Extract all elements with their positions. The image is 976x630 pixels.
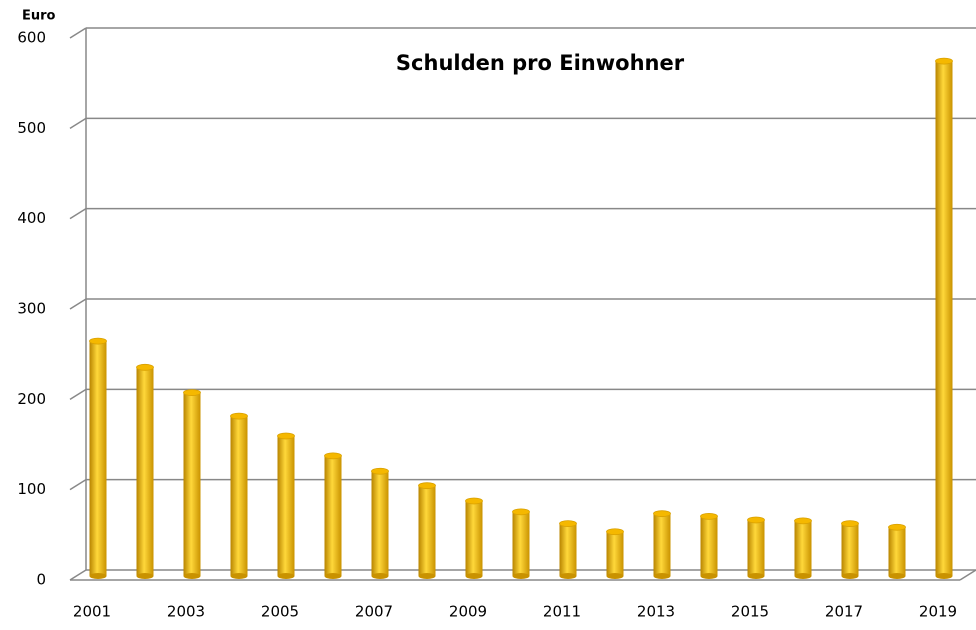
x-tick-label: 2003: [167, 603, 205, 621]
x-tick-label: 2015: [731, 603, 769, 621]
bar-base: [371, 573, 389, 579]
y-tick-label: 300: [17, 300, 46, 318]
bar-top: [700, 512, 718, 520]
bar-top: [559, 520, 577, 528]
bar-base: [230, 573, 248, 579]
grid-tick: [69, 388, 87, 400]
y-tick-label: 600: [17, 29, 46, 47]
y-tick-label: 0: [36, 571, 46, 589]
bar-top: [747, 516, 765, 524]
bar-base: [747, 573, 765, 579]
y-tick-label: 200: [17, 390, 46, 408]
x-tick-label: 2001: [73, 603, 111, 621]
x-tick-label: 2005: [261, 603, 299, 621]
bar: [512, 511, 530, 576]
bar-base: [277, 573, 295, 579]
x-tick-label: 2019: [919, 603, 957, 621]
bar-top: [371, 467, 389, 475]
bar: [465, 501, 483, 576]
bar-top: [230, 412, 248, 420]
bar-base: [935, 573, 953, 579]
bar-top: [418, 482, 436, 490]
bar-base: [700, 573, 718, 579]
bar-top: [653, 510, 671, 518]
bar-base: [888, 573, 906, 579]
grid-tick: [69, 298, 87, 310]
bar-top: [512, 508, 530, 516]
x-tick-label: 2009: [449, 603, 487, 621]
bar: [230, 416, 248, 576]
bar-base: [841, 573, 859, 579]
bar: [277, 435, 295, 576]
x-tick-label: 2011: [543, 603, 581, 621]
bar: [700, 516, 718, 576]
bar: [371, 471, 389, 576]
bar: [559, 523, 577, 576]
y-tick-label: 100: [17, 480, 46, 498]
bar: [324, 455, 342, 576]
grid-tick: [69, 208, 87, 220]
bar: [606, 531, 624, 576]
x-tick-label: 2017: [825, 603, 863, 621]
x-tick-label: 2013: [637, 603, 675, 621]
bar: [841, 523, 859, 576]
bar-base: [794, 573, 812, 579]
bar: [183, 392, 201, 576]
bar-top: [89, 337, 107, 345]
bar-top: [465, 497, 483, 505]
y-axis-label: Euro: [22, 9, 56, 24]
x-tick-label: 2007: [355, 603, 393, 621]
bar-top: [935, 57, 953, 65]
bar-base: [136, 573, 154, 579]
grid-tick: [69, 27, 87, 39]
bar-top: [841, 520, 859, 528]
bar: [653, 513, 671, 576]
bar-top: [277, 432, 295, 440]
bar: [747, 519, 765, 576]
bar: [794, 520, 812, 576]
bar-base: [183, 573, 201, 579]
bar-base: [606, 573, 624, 579]
bar-top: [183, 389, 201, 397]
bar-base: [89, 573, 107, 579]
x-axis-depth: [959, 569, 976, 581]
bar-top: [888, 523, 906, 531]
grid-tick: [69, 479, 87, 491]
chart-title: Schulden pro Einwohner: [396, 51, 685, 75]
bar: [888, 527, 906, 576]
grid-tick: [69, 117, 87, 129]
bar-top: [136, 363, 154, 371]
bar: [935, 61, 953, 577]
bar-base: [653, 573, 671, 579]
bar-base: [465, 573, 483, 579]
bar-base: [324, 573, 342, 579]
bar: [89, 341, 107, 576]
bar: [136, 367, 154, 576]
bar: [418, 485, 436, 576]
bar-base: [512, 573, 530, 579]
y-tick-label: 500: [17, 119, 46, 137]
bar-base: [559, 573, 577, 579]
bar-top: [324, 452, 342, 460]
bar-base: [418, 573, 436, 579]
y-tick-label: 400: [17, 209, 46, 227]
bar-top: [794, 517, 812, 525]
grid-tick: [69, 569, 87, 581]
bar-top: [606, 528, 624, 536]
